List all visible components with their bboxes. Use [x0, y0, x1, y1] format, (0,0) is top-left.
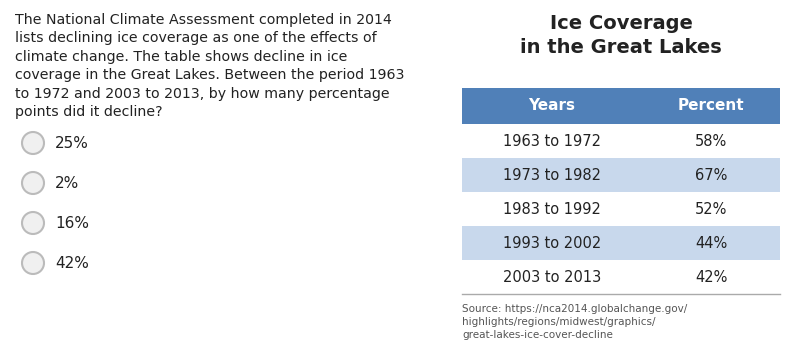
Text: 42%: 42%	[695, 269, 727, 285]
Bar	[462, 124, 780, 158]
Text: 1983 to 1992: 1983 to 1992	[503, 202, 601, 216]
Text: 67%: 67%	[695, 168, 727, 183]
Text: 2%: 2%	[55, 175, 79, 191]
Circle shape	[22, 132, 44, 154]
Text: 58%: 58%	[695, 133, 727, 149]
Bar	[462, 88, 780, 124]
Text: 42%: 42%	[55, 256, 89, 270]
Text: Percent: Percent	[678, 98, 744, 114]
Bar	[462, 158, 780, 192]
Circle shape	[22, 252, 44, 274]
Text: Ice Coverage: Ice Coverage	[550, 14, 693, 33]
Text: 25%: 25%	[55, 136, 89, 150]
Text: The National Climate Assessment completed in 2014
lists declining ice coverage a: The National Climate Assessment complete…	[15, 13, 405, 119]
Text: Source: https://nca2014.globalchange.gov/
highlights/regions/midwest/graphics/
g: Source: https://nca2014.globalchange.gov…	[462, 304, 687, 340]
Circle shape	[22, 212, 44, 234]
Text: 16%: 16%	[55, 215, 89, 231]
Text: 2003 to 2013: 2003 to 2013	[503, 269, 601, 285]
Bar	[462, 192, 780, 226]
Text: 1993 to 2002: 1993 to 2002	[503, 235, 601, 251]
Circle shape	[22, 172, 44, 194]
Bar	[462, 260, 780, 294]
Text: in the Great Lakes: in the Great Lakes	[520, 38, 722, 57]
Text: 52%: 52%	[695, 202, 727, 216]
Text: Years: Years	[529, 98, 575, 114]
Text: 1973 to 1982: 1973 to 1982	[503, 168, 601, 183]
Text: 1963 to 1972: 1963 to 1972	[503, 133, 601, 149]
Text: 44%: 44%	[695, 235, 727, 251]
Bar	[462, 226, 780, 260]
